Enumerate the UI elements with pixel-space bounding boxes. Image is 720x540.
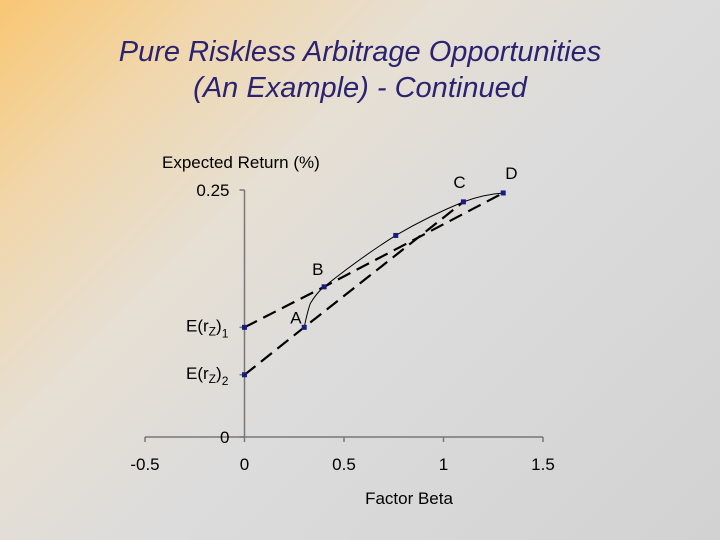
data-point — [321, 284, 327, 290]
y-mark-point — [242, 372, 247, 378]
dashed-line — [243, 201, 465, 376]
data-point — [500, 190, 506, 196]
point-label: A — [290, 308, 302, 327]
y-mark-label: E(rZ)1 — [186, 316, 229, 340]
title-line-1: Pure Riskless Arbitrage Opportunities — [118, 36, 602, 68]
title-line-2: (An Example) - Continued — [193, 72, 527, 104]
x-axis-title: Factor Beta — [365, 489, 453, 508]
point-label: D — [505, 164, 517, 183]
x-tick-label: 0.5 — [332, 455, 356, 474]
point-label: B — [312, 260, 323, 279]
data-point — [393, 232, 399, 238]
x-tick-label: -0.5 — [130, 455, 159, 474]
x-tick-label: 1 — [439, 455, 448, 474]
data-point — [460, 199, 466, 205]
y-axis-title: Expected Return (%) — [162, 153, 320, 172]
efficient-curve — [303, 192, 504, 328]
y-tick-label: 0.25 — [196, 181, 229, 200]
y-mark-label: E(rZ)2 — [186, 364, 229, 388]
point-label: C — [453, 173, 465, 192]
data-point — [301, 324, 307, 330]
y-tick-label: 0 — [220, 428, 229, 447]
x-tick-label: 0 — [240, 455, 249, 474]
x-tick-label: 1.5 — [531, 455, 555, 474]
y-mark-point — [242, 324, 247, 330]
dashed-line — [244, 192, 504, 329]
slide-title: Pure Riskless Arbitrage Opportunities (A… — [0, 34, 720, 106]
